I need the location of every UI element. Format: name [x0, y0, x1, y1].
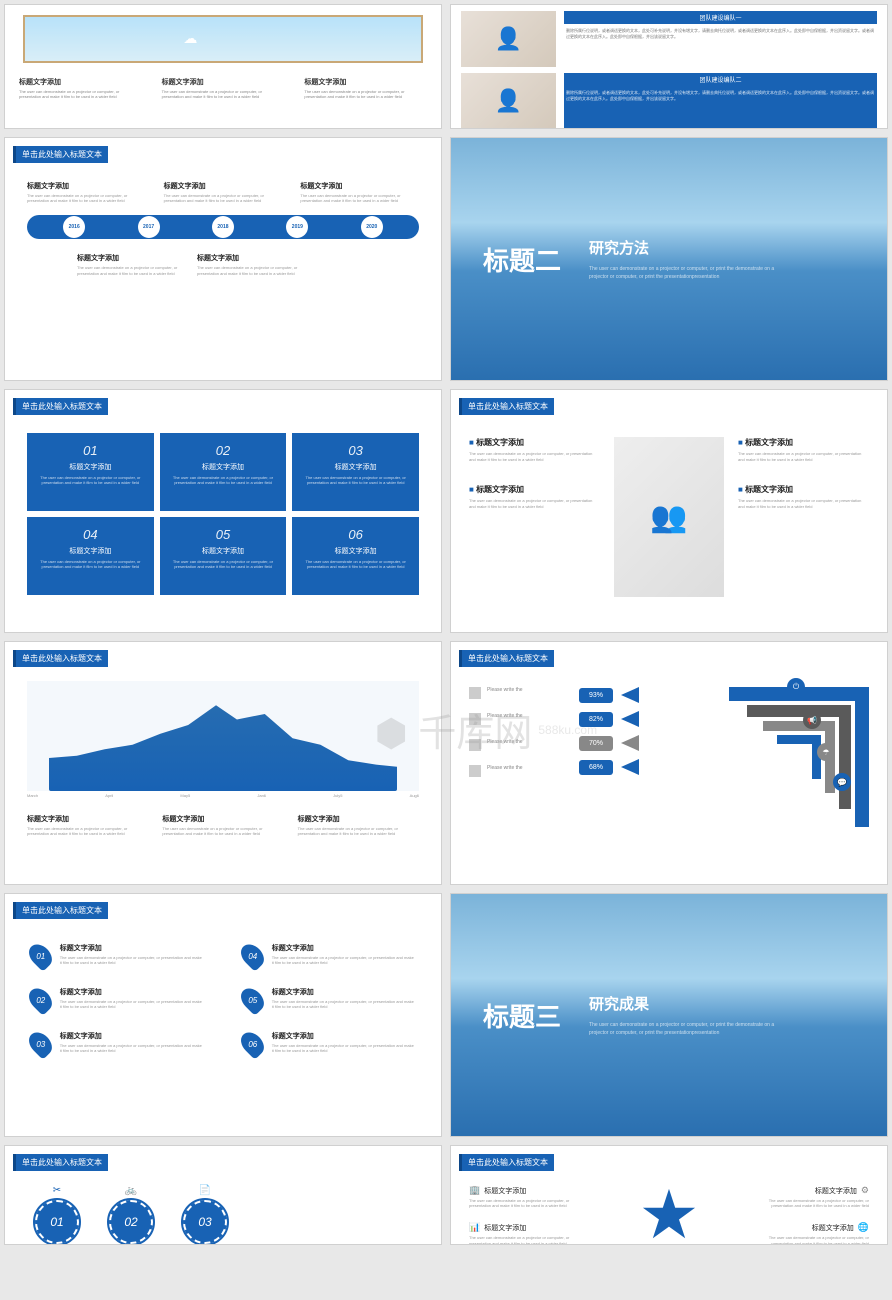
box-03: 03标题文字添加The user can demonstrate on a pr…	[292, 433, 419, 511]
power-icon: ⏻	[787, 678, 805, 696]
slide-section-2: 标题二 研究方法 The user can demonstrate on a p…	[450, 137, 888, 381]
slide-2: 👤 团队建设编队一 删除所属行位说明，或者调适更换的文本，此处可补充说明，并设有…	[450, 4, 888, 129]
section-number: 标题二	[483, 241, 561, 278]
box-04: 04标题文字添加The user can demonstrate on a pr…	[27, 517, 154, 595]
umbrella-icon: ☂	[817, 743, 835, 761]
legend-item: Please write the	[469, 765, 559, 777]
chat-icon: 💬	[833, 773, 851, 791]
drop-item-05: 05标题文字添加The user can demonstrate on a pr…	[243, 987, 415, 1013]
person-image-2: 👤	[461, 73, 556, 129]
person-image-1: 👤	[461, 11, 556, 67]
year-dot: 2016	[63, 216, 85, 238]
box-06: 06标题文字添加The user can demonstrate on a pr…	[292, 517, 419, 595]
drop-item-06: 06标题文字添加The user can demonstrate on a pr…	[243, 1031, 415, 1057]
section-title: 研究方法	[589, 237, 789, 258]
slide-percentages: 单击此处输入标题文本 Please write thePlease write …	[450, 641, 888, 885]
box-01: 01标题文字添加The user can demonstrate on a pr…	[27, 433, 154, 511]
team-text-2: 删除所属行位说明，或者调适更换的文本，此处可补充说明，并设有增文字，请删去典托位…	[564, 86, 877, 105]
col-desc: The user can demonstrate on a projector …	[19, 89, 142, 99]
slide-meeting: 单击此处输入标题文本 标题文字添加The user can demonstrat…	[450, 389, 888, 633]
circle-item-03: 📄03	[183, 1185, 227, 1244]
team-bar-2: 团队建设编队二	[564, 73, 877, 86]
drop-item-04: 04标题文字添加The user can demonstrate on a pr…	[243, 943, 415, 969]
circle-item-01: ✂01	[35, 1185, 79, 1244]
slide-timeline: 单击此处输入标题文本 标题文字添加The user can demonstrat…	[4, 137, 442, 381]
box-02: 02标题文字添加The user can demonstrate on a pr…	[160, 433, 287, 511]
legend-item: Please write the	[469, 687, 559, 699]
slide-title: 单击此处输入标题文本	[13, 146, 108, 163]
slide-drops: 单击此处输入标题文本 01标题文字添加The user can demonstr…	[4, 893, 442, 1137]
beach-image	[23, 15, 423, 63]
corner-arrows: ⏻ 📢 ☂ 💬	[729, 687, 869, 827]
megaphone-icon: 📢	[803, 711, 821, 729]
section-sub: The user can demonstrate on a projector …	[589, 266, 789, 281]
star-icon: ★	[639, 1181, 700, 1245]
team-bar-1: 团队建设编队一	[564, 11, 877, 24]
drop-item-02: 02标题文字添加The user can demonstrate on a pr…	[31, 987, 203, 1013]
drop-item-03: 03标题文字添加The user can demonstrate on a pr…	[31, 1031, 203, 1057]
slide-circles: 单击此处输入标题文本 ✂01🚲02📄03	[4, 1145, 442, 1245]
building-icon: 🏢	[469, 1185, 480, 1196]
globe-icon: 🌐	[858, 1222, 869, 1233]
wheel-icon: ⚙	[861, 1185, 869, 1196]
slide-six-boxes: 单击此处输入标题文本 01标题文字添加The user can demonstr…	[4, 389, 442, 633]
legend-item: Please write the	[469, 739, 559, 751]
timeline-bar: 2016 2017 2018 2019 2020	[27, 215, 419, 239]
box-05: 05标题文字添加The user can demonstrate on a pr…	[160, 517, 287, 595]
slide-star: 单击此处输入标题文本 ★ 🏢标题文字添加The user can demonst…	[450, 1145, 888, 1245]
slide-1: 标题文字添加 The user can demonstrate on a proj…	[4, 4, 442, 129]
team-text-1: 删除所属行位说明，或者调适更换的文本，此处可补充说明，并设有增文字，请删去典托位…	[564, 24, 877, 43]
slide-grid: 标题文字添加 The user can demonstrate on a proj…	[4, 4, 888, 1245]
slide-area-chart: 单击此处输入标题文本 MarchAprilMay5Jan6July5Aug6 标…	[4, 641, 442, 885]
col-title: 标题文字添加	[19, 77, 142, 87]
meeting-image: 👥	[614, 437, 724, 597]
legend-item: Please write the	[469, 713, 559, 725]
area-chart	[49, 681, 397, 791]
drop-item-01: 01标题文字添加The user can demonstrate on a pr…	[31, 943, 203, 969]
circle-item-02: 🚲02	[109, 1185, 153, 1244]
chart-icon: 📊	[469, 1222, 480, 1233]
slide-section-3: 标题三 研究成果 The user can demonstrate on a p…	[450, 893, 888, 1137]
